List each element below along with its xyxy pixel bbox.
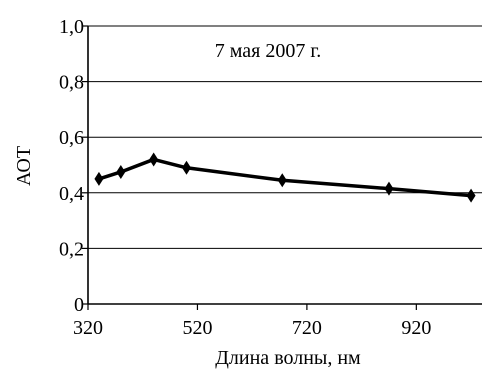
data-point-0-3 xyxy=(182,161,191,175)
y-tick-label-3: 0,6 xyxy=(59,127,84,149)
x-tick-label-1: 520 xyxy=(182,317,212,339)
x-axis-label: Длина волны, нм xyxy=(215,347,361,369)
data-point-0-0 xyxy=(94,172,103,186)
x-tick-label-0: 320 xyxy=(73,317,103,339)
y-tick-label-0: 0 xyxy=(74,294,84,316)
data-point-0-2 xyxy=(149,152,158,166)
x-axis-ticks: 320 520 720 920 xyxy=(73,304,431,339)
y-tick-label-1: 0,2 xyxy=(59,238,84,260)
axes xyxy=(88,26,482,304)
series-group xyxy=(94,152,475,202)
y-tick-label-5: 1,0 xyxy=(59,16,84,38)
series-line-0 xyxy=(99,159,471,195)
y-axis-ticks: 0 0,2 0,4 0,6 0,8 1,0 xyxy=(59,16,88,316)
y-tick-label-4: 0,8 xyxy=(59,72,84,94)
data-point-0-5 xyxy=(384,182,393,196)
x-tick-label-3: 920 xyxy=(401,317,431,339)
x-tick-label-2: 720 xyxy=(292,317,322,339)
data-point-0-1 xyxy=(116,165,125,179)
data-point-0-4 xyxy=(278,173,287,187)
y-tick-label-2: 0,4 xyxy=(59,183,84,205)
y-axis-label: АОТ xyxy=(13,146,35,186)
data-point-0-6 xyxy=(467,189,476,203)
chart-annotation: 7 мая 2007 г. xyxy=(215,40,322,62)
